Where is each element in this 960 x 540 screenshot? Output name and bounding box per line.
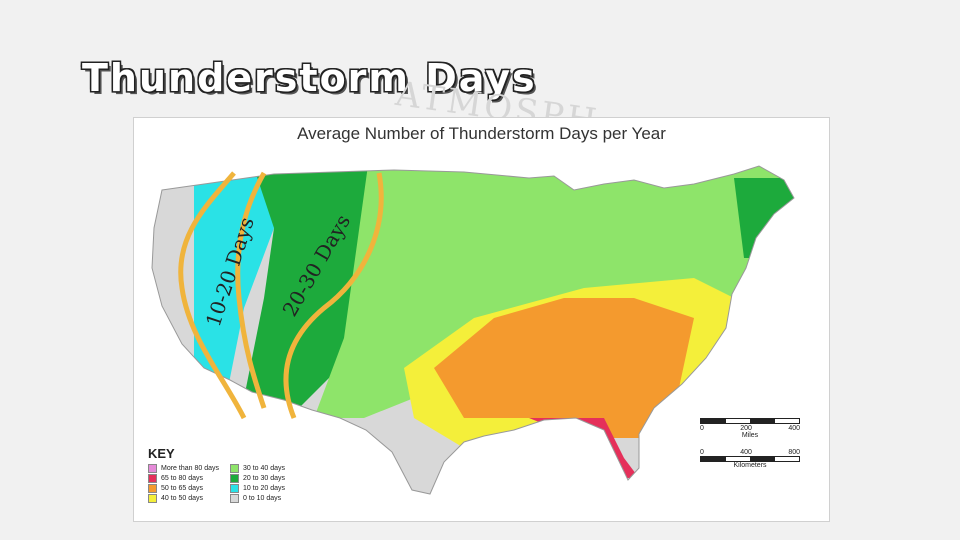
legend-swatch bbox=[148, 474, 157, 483]
legend-label: 40 to 50 days bbox=[161, 495, 204, 502]
scale-tick: 400 bbox=[788, 425, 800, 432]
legend-label: 0 to 10 days bbox=[243, 495, 282, 502]
legend-label: 10 to 20 days bbox=[243, 485, 286, 492]
legend-item: 10 to 20 days bbox=[230, 484, 312, 493]
legend-label: More than 80 days bbox=[161, 465, 219, 472]
scale-tick: 200 bbox=[740, 425, 752, 432]
legend-label: 50 to 65 days bbox=[161, 485, 204, 492]
legend-item: 50 to 65 days bbox=[148, 484, 230, 493]
legend-item: 40 to 50 days bbox=[148, 494, 230, 503]
scale-bar-km: 0 400 800 Kilometers bbox=[700, 448, 800, 469]
scale-tick: 400 bbox=[740, 449, 752, 456]
map-regions bbox=[152, 166, 794, 494]
legend-swatch bbox=[148, 484, 157, 493]
scale-unit: Miles bbox=[741, 432, 759, 439]
contour-line bbox=[235, 171, 267, 409]
slide-title: Thunderstorm Days bbox=[82, 56, 537, 100]
legend-item: 0 to 10 days bbox=[230, 494, 312, 503]
legend-item: 20 to 30 days bbox=[230, 474, 312, 483]
legend-title: KEY bbox=[148, 446, 175, 461]
scale-tick: 800 bbox=[788, 449, 800, 456]
legend-swatch bbox=[148, 464, 157, 473]
legend-item: 30 to 40 days bbox=[230, 464, 312, 473]
scale-bar-miles: 0 200 400 Miles bbox=[700, 418, 800, 439]
legend-item: 65 to 80 days bbox=[148, 474, 230, 483]
map-heading: Average Number of Thunderstorm Days per … bbox=[297, 124, 666, 143]
legend-label: 65 to 80 days bbox=[161, 475, 204, 482]
scale-tick: 0 bbox=[700, 449, 704, 456]
legend-label: 30 to 40 days bbox=[243, 465, 286, 472]
legend: KEY More than 80 days 30 to 40 days 65 t… bbox=[148, 446, 318, 503]
legend-swatch bbox=[230, 484, 239, 493]
legend-swatch bbox=[230, 494, 239, 503]
scale-unit: Kilometers bbox=[733, 462, 767, 469]
legend-label: 20 to 30 days bbox=[243, 475, 286, 482]
scale-tick: 0 bbox=[700, 425, 704, 432]
legend-swatch bbox=[148, 494, 157, 503]
contour-line bbox=[283, 172, 384, 419]
legend-swatch bbox=[230, 464, 239, 473]
contour-line bbox=[178, 171, 247, 420]
us-outline bbox=[151, 165, 795, 495]
legend-swatch bbox=[230, 474, 239, 483]
thunderstorm-map: 10-20 Days 20-30 Days Average Number of … bbox=[133, 117, 830, 522]
legend-grid: More than 80 days 30 to 40 days 65 to 80… bbox=[148, 464, 318, 503]
legend-item: More than 80 days bbox=[148, 464, 230, 473]
us-map-graphic: 10-20 Days 20-30 Days bbox=[151, 165, 795, 495]
